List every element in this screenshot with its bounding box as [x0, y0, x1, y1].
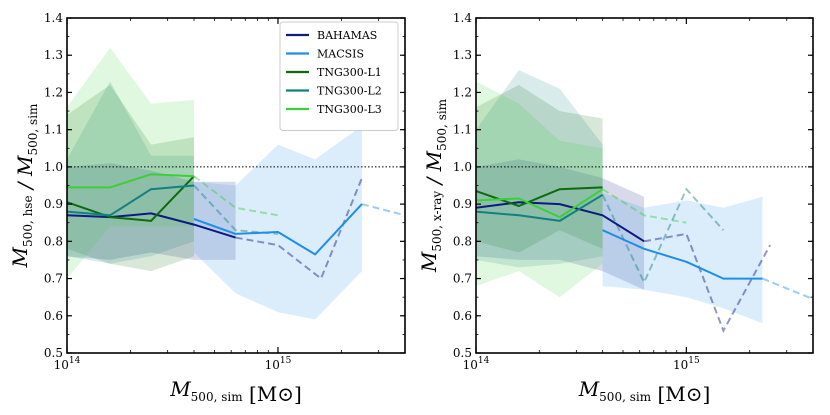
line-tng300-l3: [475, 188, 604, 219]
y-tick-label: 0.6: [453, 309, 472, 323]
y-tick-label: 1.1: [44, 123, 63, 137]
dashed-line-macsis: [762, 277, 814, 300]
y-tick-label: 0.8: [453, 234, 472, 248]
line-bahamas: [66, 212, 236, 239]
line-tng300-l1: [66, 175, 195, 222]
y-tick-label: 1.0: [44, 160, 63, 174]
dashed-line-bahamas: [643, 232, 771, 334]
x-tick-label: 1015: [265, 356, 292, 372]
y-tick-label: 0.7: [44, 272, 63, 286]
y-tick-label: 1.4: [453, 11, 472, 25]
legend-box: [279, 21, 399, 131]
y-tick-label: 0.9: [453, 197, 472, 211]
band-tng300-l2: [476, 70, 603, 268]
y-tick-label: 1.0: [453, 160, 472, 174]
band-macsis: [194, 125, 362, 320]
dashed-line-tng300-l3: [602, 188, 687, 224]
line-macsis: [602, 229, 763, 280]
x-tick-label: 1014: [54, 356, 81, 372]
dashed-line-bahamas: [235, 177, 363, 281]
band-tng300-l1: [67, 85, 194, 272]
x-axis-label: M500, sim [M⊙]: [169, 377, 302, 406]
y-tick-label: 1.2: [453, 85, 472, 99]
y-tick-label: 1.3: [44, 48, 63, 62]
y-tick-label: 0.8: [44, 234, 63, 248]
x-tick-label: 1015: [673, 356, 700, 372]
legend-label: BAHAMAS: [317, 29, 377, 42]
band-tng300-l3: [476, 81, 603, 298]
legend-label: MACSIS: [317, 48, 364, 61]
y-tick-label: 0.6: [44, 309, 63, 323]
x-axis-label: M500, sim [M⊙]: [578, 377, 711, 406]
band-macsis: [602, 192, 763, 324]
line-macsis: [193, 203, 363, 256]
dashed-line-macsis: [361, 203, 406, 217]
y-tick-label: 1.3: [453, 48, 472, 62]
y-tick-label: 0.5: [44, 346, 63, 360]
y-tick-label: 0.9: [44, 197, 63, 211]
panel-xray: 0.5 0.6 0.7 0.8 0.9 1.0 1.1 1.2 1.3 1.4 1014 1015 M5…: [417, 11, 814, 406]
y-tick-label: 1.2: [44, 85, 63, 99]
band-tng300-l3: [67, 47, 194, 279]
legend-label: TNG300-L2: [317, 85, 382, 98]
line-tng300-l2: [475, 193, 604, 222]
line-tng300-l3: [67, 173, 195, 189]
legend-label: TNG300-L1: [317, 66, 382, 79]
band-bahamas: [476, 159, 645, 290]
x-tick-label: 1014: [463, 356, 490, 372]
y-axis-label: M500, x-ray / M500, sim: [417, 98, 449, 273]
y-tick-label: 1.1: [453, 123, 472, 137]
band-tng300-l2: [67, 81, 194, 264]
line-tng300-l2: [66, 184, 195, 217]
y-axis-label: M500, hse / M500, sim: [8, 103, 40, 268]
y-tick-label: 0.7: [453, 272, 472, 286]
y-tick-label: 0.5: [453, 346, 472, 360]
y-tick-label: 1.4: [44, 11, 63, 25]
line-bahamas: [475, 201, 645, 243]
dashed-line-tng300-l3: [193, 175, 279, 217]
legend-label: TNG300-L3: [317, 103, 382, 116]
panel-hse: 0.5 0.6 0.7 0.8 0.9 1.0 1.1 1.2 1.3 1.4 1014 1015 M5…: [8, 11, 406, 406]
